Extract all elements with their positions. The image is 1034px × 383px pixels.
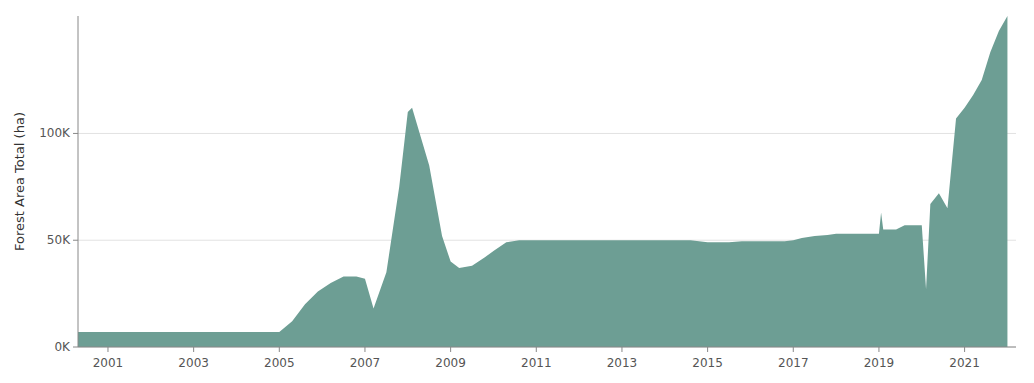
x-tick-label: 2013 <box>607 356 638 370</box>
x-tick-label: 2015 <box>692 356 723 370</box>
y-tick-label: 0K <box>54 340 71 354</box>
x-tick <box>964 347 965 352</box>
x-tick <box>707 347 708 352</box>
y-tick-label: 100K <box>39 126 71 140</box>
x-tick-label: 2021 <box>949 356 980 370</box>
x-tick-label: 2001 <box>93 356 124 370</box>
y-axis-label: Forest Area Total (ha) <box>12 112 27 251</box>
x-tick-label: 2009 <box>435 356 466 370</box>
y-axis-line <box>78 16 79 347</box>
grid-line <box>78 133 1016 134</box>
area <box>78 16 1007 347</box>
x-tick <box>193 347 194 352</box>
x-tick-label: 2007 <box>350 356 381 370</box>
y-tick-label: 50K <box>47 233 71 247</box>
x-tick-label: 2003 <box>178 356 209 370</box>
x-tick <box>621 347 622 352</box>
x-tick <box>878 347 879 352</box>
chart: 0K 50K 100K 2001 2003 2005 2007 2009 2011 2013 201… <box>0 0 1034 383</box>
x-tick <box>107 347 108 352</box>
x-tick <box>364 347 365 352</box>
axes: 0K 50K 100K 2001 2003 2005 2007 2009 2011 2013 201… <box>39 16 1016 370</box>
y-tick <box>73 133 78 134</box>
x-axis-line <box>78 347 1016 348</box>
x-tick <box>536 347 537 352</box>
plot-area <box>78 16 1007 347</box>
y-tick <box>73 240 78 241</box>
x-tick-label: 2011 <box>521 356 552 370</box>
x-tick-label: 2005 <box>264 356 295 370</box>
grid-line <box>78 347 1016 348</box>
y-tick <box>73 347 78 348</box>
x-tick-label: 2019 <box>864 356 895 370</box>
x-tick <box>279 347 280 352</box>
x-tick-label: 2017 <box>778 356 809 370</box>
x-tick <box>793 347 794 352</box>
x-tick <box>450 347 451 352</box>
